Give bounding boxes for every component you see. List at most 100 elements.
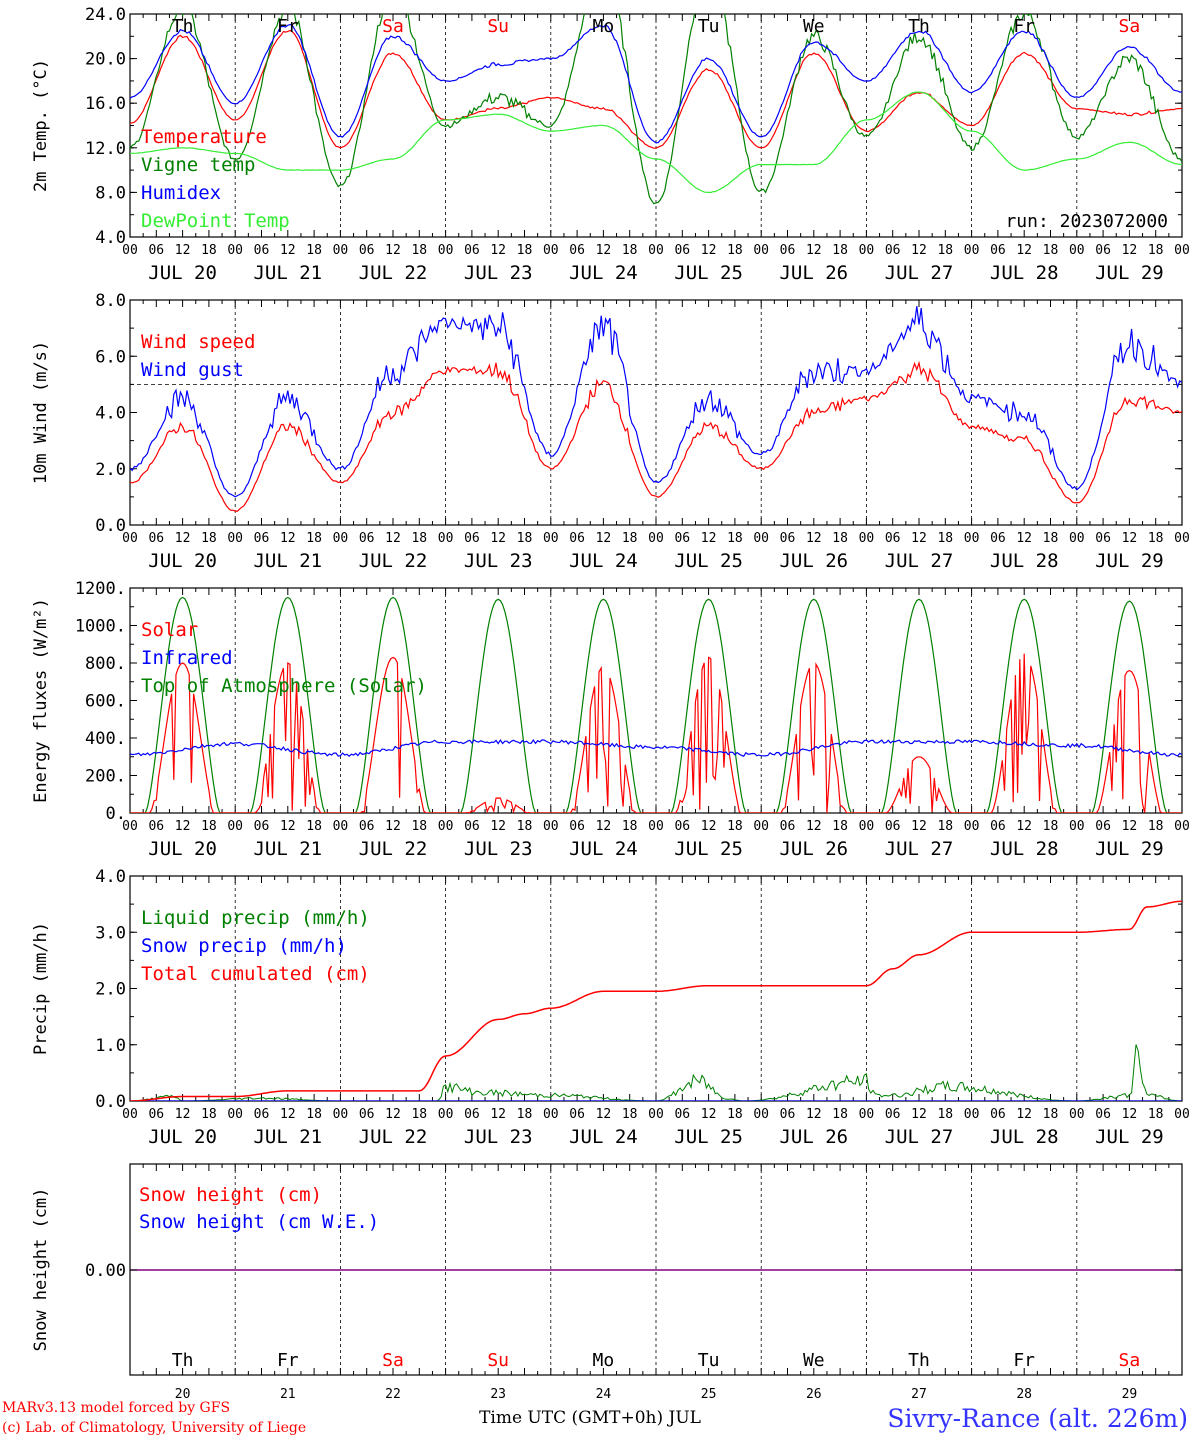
day-label: JUL 23 <box>464 1126 533 1148</box>
day-label: JUL 26 <box>779 550 848 572</box>
y-tick-label: 1000. <box>75 617 126 637</box>
day-label: JUL 25 <box>674 838 743 860</box>
hour-tick-label: 00 <box>1069 243 1085 258</box>
day-label: JUL 24 <box>569 550 638 572</box>
hour-tick-label: 00 <box>753 243 769 258</box>
series-group <box>130 306 1182 512</box>
hour-tick-label: 18 <box>1148 531 1164 546</box>
series-line-humidex <box>130 23 1182 144</box>
hour-tick-label: 00 <box>753 531 769 546</box>
y-tick-label: 16.0 <box>85 94 126 114</box>
series-line-infrared <box>130 738 1182 758</box>
time-axis-label: Time UTC (GMT+0h) JUL <box>479 1408 701 1428</box>
hour-tick-label: 18 <box>832 531 848 546</box>
hour-tick-label: 18 <box>201 1107 217 1122</box>
y-tick-label: 600. <box>85 692 126 712</box>
y-axis-label: Precip (mm/h) <box>31 922 51 1055</box>
hour-tick-label: 18 <box>727 819 743 834</box>
hour-tick-label: 00 <box>1174 819 1190 834</box>
legend-entry: Snow height (cm W.E.) <box>139 1211 379 1233</box>
hour-tick-label: 18 <box>832 243 848 258</box>
series-line-liquid-precip <box>130 1044 1182 1101</box>
hour-tick-label: 18 <box>1043 1107 1059 1122</box>
hour-tick-label: 00 <box>333 243 349 258</box>
hour-tick-label: 18 <box>622 1107 638 1122</box>
hour-tick-label: 06 <box>464 531 480 546</box>
day-number-label: 23 <box>490 1387 506 1402</box>
day-number-label: 27 <box>911 1387 927 1402</box>
hour-tick-label: 18 <box>306 243 322 258</box>
y-axis-label: 2m Temp. (°C) <box>31 59 51 192</box>
hour-tick-label: 06 <box>148 531 164 546</box>
day-label: JUL 29 <box>1095 1126 1164 1148</box>
hour-tick-label: 00 <box>227 531 243 546</box>
y-tick-label: 24.0 <box>85 5 126 25</box>
y-tick-label: 8.0 <box>95 291 126 311</box>
panel-4: 4.0 3.0 2.0 1.0 0.0 Precip (mm/h) Liquid preci… <box>31 867 1190 1148</box>
hour-tick-label: 18 <box>937 531 953 546</box>
legend-entry: Vigne temp <box>141 154 255 176</box>
y-tick-label: 6.0 <box>95 347 126 367</box>
hour-tick-label: 12 <box>596 1107 612 1122</box>
hour-tick-label: 12 <box>701 531 717 546</box>
hour-tick-label: 00 <box>648 531 664 546</box>
y-axis-label: 10m Wind (m/s) <box>31 341 51 484</box>
hour-tick-label: 12 <box>1122 819 1138 834</box>
hour-tick-label: 12 <box>175 819 191 834</box>
hour-tick-label: 18 <box>1148 1107 1164 1122</box>
y-tick-label: 4.0 <box>95 228 126 248</box>
y-tick-label: 2.0 <box>95 460 126 480</box>
hour-tick-label: 00 <box>333 819 349 834</box>
hour-tick-label: 12 <box>1122 1107 1138 1122</box>
legend-entry: DewPoint Temp <box>141 210 290 232</box>
hour-tick-label: 12 <box>911 243 927 258</box>
hour-tick-label: 18 <box>517 243 533 258</box>
day-label: JUL 25 <box>674 1126 743 1148</box>
hour-tick-label: 12 <box>806 819 822 834</box>
hour-tick-label: 12 <box>911 1107 927 1122</box>
y-tick-label: 8.0 <box>95 183 126 203</box>
hour-tick-label: 18 <box>727 1107 743 1122</box>
hour-tick-label: 06 <box>359 531 375 546</box>
weekday-label: Mo <box>593 1350 615 1371</box>
hour-tick-label: 06 <box>1095 531 1111 546</box>
day-label: JUL 29 <box>1095 838 1164 860</box>
hour-tick-label: 00 <box>859 531 875 546</box>
weekday-label: Su <box>487 1350 509 1371</box>
hour-tick-label: 12 <box>175 1107 191 1122</box>
series-line-temperature <box>130 29 1182 149</box>
day-number-label: 29 <box>1122 1387 1138 1402</box>
hour-tick-label: 06 <box>674 819 690 834</box>
hour-tick-label: 00 <box>438 1107 454 1122</box>
hour-tick-label: 12 <box>596 243 612 258</box>
hour-tick-label: 12 <box>385 243 401 258</box>
hour-tick-label: 06 <box>359 243 375 258</box>
weekday-label: Mo <box>593 16 615 37</box>
hour-tick-label: 18 <box>411 819 427 834</box>
y-tick-label: 0.0 <box>95 516 126 536</box>
hour-tick-label: 06 <box>569 531 585 546</box>
hour-tick-label: 18 <box>937 243 953 258</box>
plot-frame <box>129 13 1183 238</box>
day-label: JUL 21 <box>253 550 322 572</box>
hour-tick-label: 18 <box>201 531 217 546</box>
y-tick-label: 3.0 <box>95 923 126 943</box>
hour-tick-label: 18 <box>727 243 743 258</box>
day-number-label: 24 <box>596 1387 612 1402</box>
hour-tick-label: 12 <box>280 531 296 546</box>
day-number-label: 21 <box>280 1387 296 1402</box>
panel-3: 1200. 1000. 800. 600. 400. 200. 0. Energy fluxe… <box>31 579 1190 860</box>
day-label: JUL 20 <box>148 838 217 860</box>
weekday-label: Su <box>487 16 509 37</box>
hour-tick-label: 12 <box>385 819 401 834</box>
hour-tick-label: 00 <box>859 819 875 834</box>
plot-frame <box>129 587 1183 814</box>
day-label: JUL 20 <box>148 1126 217 1148</box>
hour-tick-label: 06 <box>359 819 375 834</box>
hour-tick-label: 00 <box>227 1107 243 1122</box>
hour-tick-label: 06 <box>464 243 480 258</box>
legend-entry: Temperature <box>141 126 267 148</box>
hour-tick-label: 12 <box>701 819 717 834</box>
series-line-wind-speed <box>130 360 1182 512</box>
